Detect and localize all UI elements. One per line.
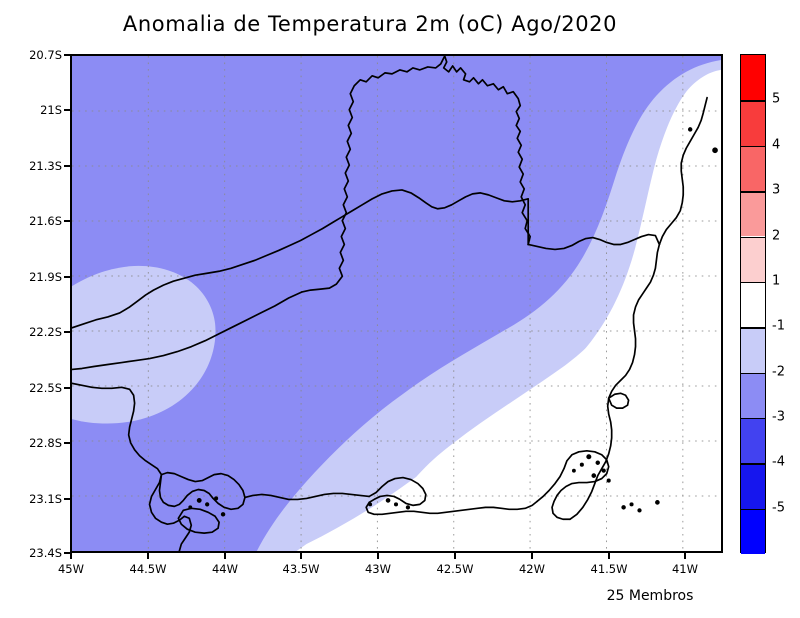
colorbar-separator	[741, 236, 765, 238]
x-tick-label-6: 42W	[518, 562, 546, 576]
colorbar-band-neg2-neg1	[741, 327, 765, 373]
colorbar-band-1-2	[741, 236, 765, 282]
y-tick-mark	[64, 552, 70, 554]
y-tick-mark	[64, 220, 70, 222]
x-tick-label-8: 41W	[671, 562, 699, 576]
colorbar-label-neg2: -2	[772, 364, 785, 380]
x-tick-mark	[377, 553, 379, 559]
page-title: Anomalia de Temperatura 2m (oC) Ago/2020	[122, 12, 618, 36]
x-tick-mark	[608, 553, 610, 559]
y-tick-label-1: 21S	[40, 103, 62, 117]
map-gridlines	[72, 56, 721, 551]
colorbar-separator	[741, 327, 765, 329]
colorbar-band-neg5-neg4	[741, 463, 765, 509]
colorbar-label-neg4: -4	[772, 454, 785, 470]
colorbar-label-2: 2	[772, 228, 781, 243]
temperature-anomaly-map	[72, 56, 721, 551]
colorbar-separator	[741, 508, 765, 511]
anomaly-neutral-ocean-wedge	[372, 85, 721, 551]
colorbar-label-1: 1	[772, 273, 781, 289]
x-tick-mark	[684, 553, 686, 559]
colorbar-separator	[741, 463, 765, 465]
colorbar-label-neg1: -1	[772, 318, 785, 334]
y-tick-mark	[64, 165, 70, 167]
y-tick-label-9: 23.4S	[29, 546, 62, 560]
x-tick-mark	[454, 553, 456, 559]
x-tick-mark	[147, 553, 149, 559]
colorbar-separator	[741, 417, 765, 420]
colorbar-label-neg5: -5	[772, 500, 785, 516]
x-tick-mark	[70, 553, 72, 559]
members-note: 25 Membros	[606, 588, 694, 604]
x-tick-label-3: 43.5W	[282, 562, 320, 576]
anomaly-band-neg2-neg3	[72, 56, 721, 551]
colorbar-band-3-4	[741, 145, 765, 192]
y-tick-label-5: 22.2S	[29, 325, 62, 339]
colorbar-separator	[741, 191, 765, 193]
y-tick-label-2: 21.3S	[29, 159, 62, 173]
colorbar-separator	[741, 100, 765, 102]
colorbar-label-5: 5	[772, 91, 781, 107]
x-tick-mark	[531, 553, 533, 559]
colorbar-label-neg3: -3	[772, 409, 785, 425]
colorbar-separator	[741, 281, 765, 284]
colorbar-separator	[741, 372, 765, 375]
y-tick-label-4: 21.9S	[29, 270, 62, 284]
colorbar-band-5-6	[741, 55, 765, 101]
x-tick-label-1: 44.5W	[129, 562, 167, 576]
y-tick-mark	[64, 387, 70, 389]
colorbar-separator	[741, 145, 765, 148]
coastline-and-borders	[72, 56, 718, 551]
colorbar-band-2-3	[741, 191, 765, 237]
y-tick-label-0: 20.7S	[29, 48, 62, 62]
y-tick-mark	[64, 109, 70, 111]
colorbar-band-neg4-neg3	[741, 417, 765, 464]
y-tick-label-7: 22.8S	[29, 436, 62, 450]
x-tick-mark	[300, 553, 302, 559]
x-tick-label-4: 43W	[364, 562, 392, 576]
y-tick-mark	[64, 498, 70, 500]
y-tick-label-6: 22.5S	[29, 381, 62, 395]
colorbar-band-neg3-neg2	[741, 372, 765, 418]
map-plot-area	[70, 54, 723, 553]
colorbar-band-4-5	[741, 100, 765, 146]
anomaly-lobe-neg1-neg2	[72, 265, 216, 424]
x-tick-label-0: 45W	[57, 562, 85, 576]
colorbar-label-3: 3	[772, 182, 781, 198]
y-tick-label-8: 23.1S	[29, 492, 62, 506]
colorbar	[740, 54, 766, 555]
x-tick-label-2: 44W	[211, 562, 239, 576]
y-tick-label-3: 21.6S	[29, 214, 62, 228]
y-tick-mark	[64, 331, 70, 333]
y-tick-mark	[64, 54, 70, 56]
y-tick-mark	[64, 442, 70, 444]
y-tick-mark	[64, 276, 70, 278]
x-tick-label-5: 42.5W	[436, 562, 474, 576]
x-tick-label-7: 41.5W	[590, 562, 628, 576]
colorbar-label-4: 4	[772, 137, 781, 153]
colorbar-band-below-neg5	[741, 508, 765, 555]
colorbar-band-neutral	[741, 281, 765, 328]
x-tick-mark	[224, 553, 226, 559]
